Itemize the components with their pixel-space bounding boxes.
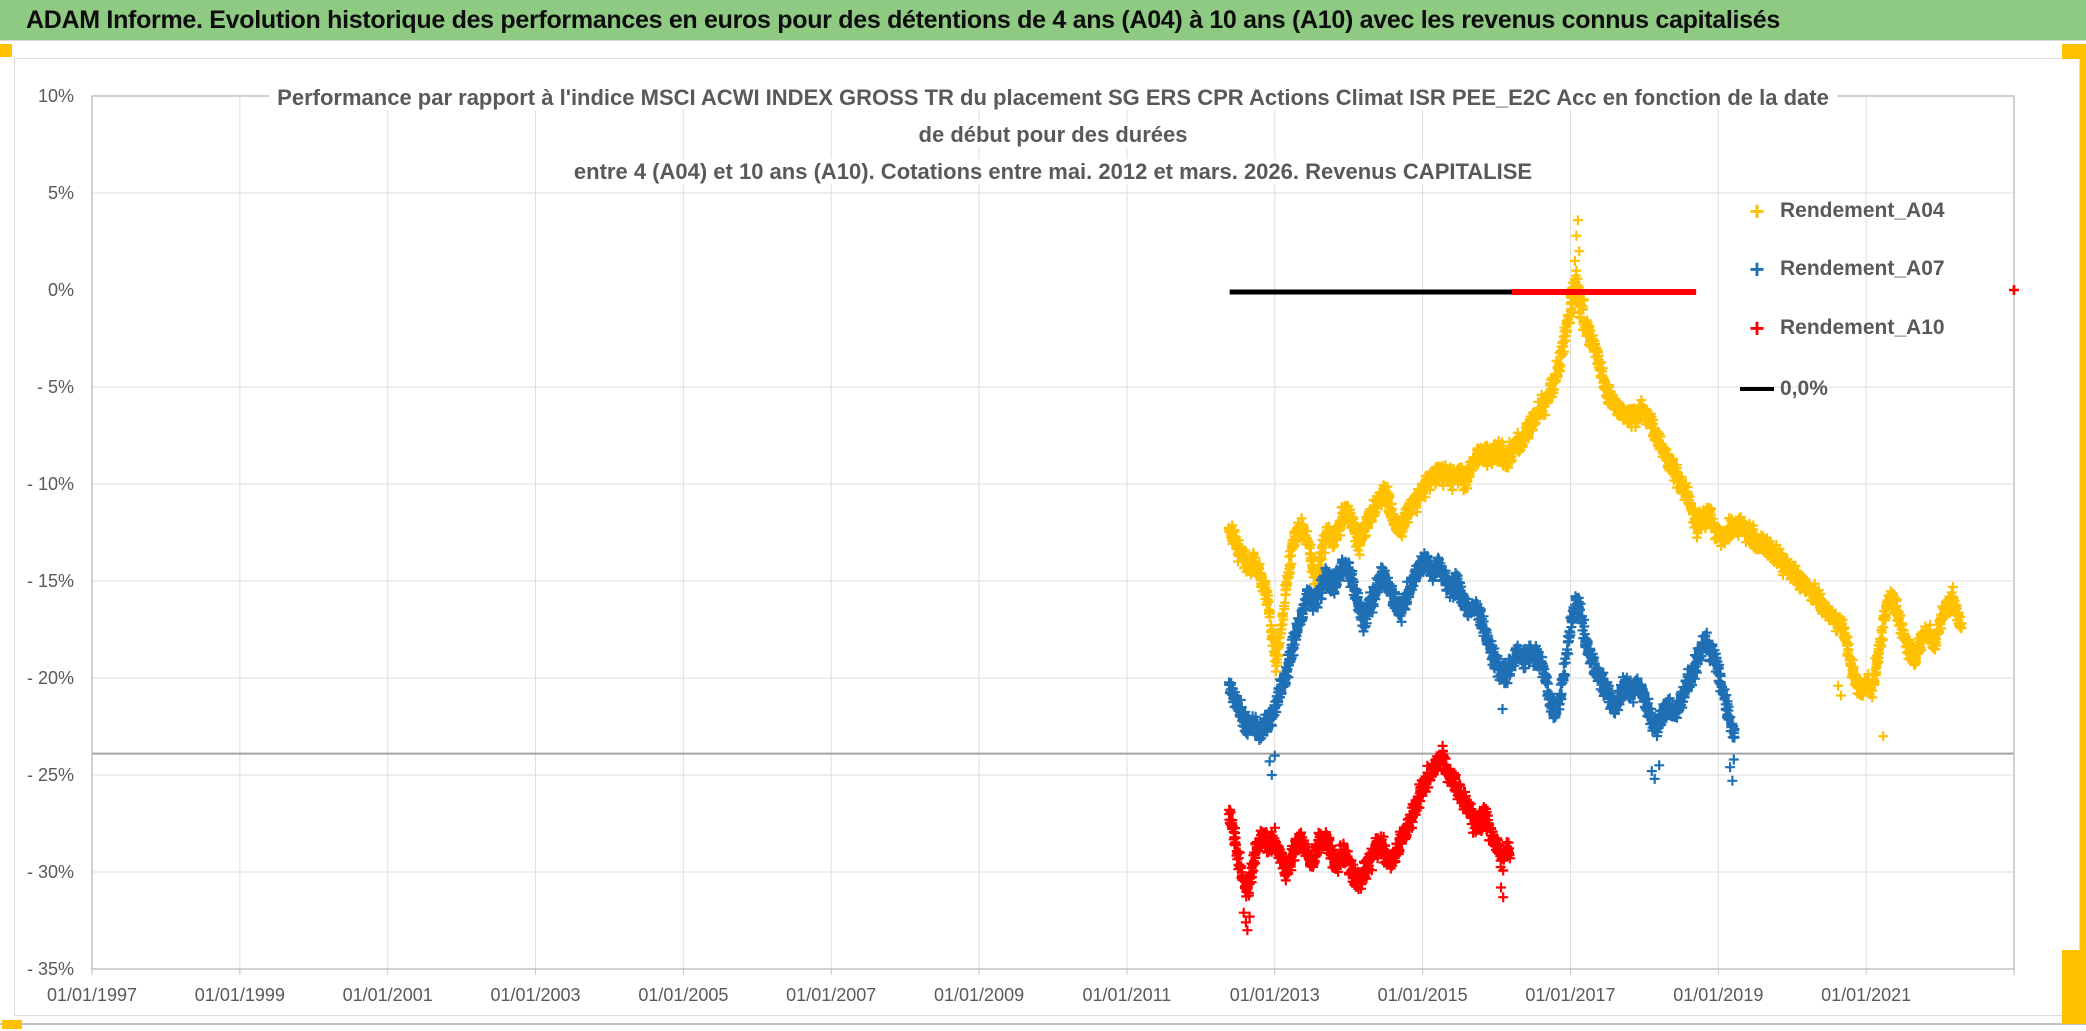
x-axis-label: 01/01/1997 [46, 985, 138, 1005]
y-axis-label: - 30% [26, 862, 74, 882]
header-bar: ADAM Informe. Evolution historique des p… [0, 0, 2086, 41]
series-Rendement_A07[interactable] [1224, 548, 1740, 786]
y-axis-label: - 20% [26, 668, 74, 688]
legend-item-a10[interactable]: + Rendement_A10 [1740, 313, 1945, 343]
y-axis-label: - 10% [26, 474, 74, 494]
y-axis-label: 10% [37, 86, 74, 106]
bottom-divider [0, 1023, 2086, 1025]
legend-label: Rendement_A04 [1780, 199, 1945, 222]
series-Rendement_A10[interactable] [1224, 740, 1515, 936]
y-axis-label: 0% [47, 280, 74, 300]
plus-marker-icon: + [1749, 313, 1765, 343]
x-axis-label: 01/01/1999 [194, 985, 285, 1005]
y-axis-label: - 25% [26, 765, 74, 785]
x-axis-label: 01/01/2003 [490, 985, 581, 1005]
accent-bottom-right [2062, 950, 2086, 1024]
y-axis-label: - 35% [26, 959, 74, 979]
y-axis-label: 5% [47, 183, 74, 203]
x-axis-label: 01/01/2011 [1082, 985, 1172, 1005]
accent-right-stripe [2080, 59, 2086, 950]
x-axis-label: 01/01/2001 [342, 985, 433, 1005]
x-axis-label: 01/01/2009 [934, 985, 1025, 1005]
x-axis-label: 01/01/2019 [1673, 985, 1764, 1005]
accent-bottom-left [2, 1020, 22, 1029]
header-title: ADAM Informe. Evolution historique des p… [26, 5, 1780, 34]
x-axis-label: 01/01/2015 [1377, 985, 1468, 1005]
x-axis-label: 01/01/2021 [1821, 985, 1912, 1005]
x-axis-label: 01/01/2013 [1229, 985, 1320, 1005]
legend-label: Rendement_A07 [1780, 257, 1945, 280]
legend-label: 0,0% [1780, 377, 1828, 400]
y-axis-label: - 15% [26, 571, 74, 591]
legend-item-a07[interactable]: + Rendement_A07 [1740, 254, 1945, 284]
legend-item-zero-line[interactable]: 0,0% [1740, 374, 1828, 404]
series-Rendement_A04[interactable] [1223, 215, 1967, 742]
plus-marker-icon: + [1749, 254, 1765, 284]
line-marker-icon [1740, 387, 1774, 391]
x-axis-label: 01/01/2007 [786, 985, 877, 1005]
x-axis-label: 01/01/2005 [638, 985, 729, 1005]
edge-marker [2009, 285, 2019, 295]
plus-marker-icon: + [1749, 196, 1765, 226]
accent-top-right [2062, 44, 2086, 59]
legend-item-a04[interactable]: + Rendement_A04 [1740, 196, 1945, 226]
x-axis-label: 01/01/2017 [1525, 985, 1616, 1005]
y-axis-label: - 5% [36, 377, 74, 397]
legend-label: Rendement_A10 [1780, 316, 1945, 339]
accent-top-left [0, 44, 12, 57]
